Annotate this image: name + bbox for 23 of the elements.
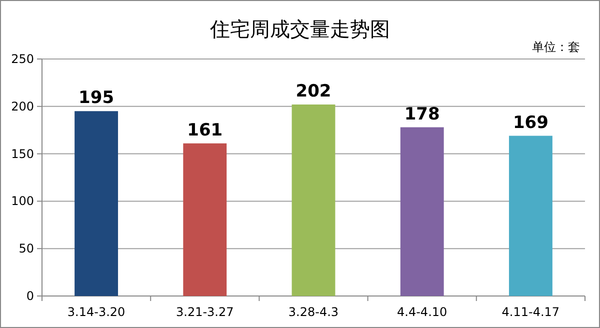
x-tick-label: 3.14-3.20 xyxy=(67,305,126,319)
data-label: 178 xyxy=(404,104,440,124)
data-label: 202 xyxy=(296,82,332,102)
y-tick-label: 50 xyxy=(18,242,34,256)
y-tick-label: 100 xyxy=(11,194,34,208)
data-label: 169 xyxy=(512,112,548,133)
y-tick-label: 200 xyxy=(11,99,34,114)
x-tick-label: 4.4-4.10 xyxy=(397,305,448,319)
data-label: 195 xyxy=(78,88,114,108)
y-tick-label: 0 xyxy=(26,289,34,303)
y-tick-label: 250 xyxy=(11,52,34,66)
x-tick-label: 3.28-4.3 xyxy=(288,305,339,319)
bar xyxy=(508,136,552,296)
x-tick-label: 4.11-4.17 xyxy=(502,305,560,319)
bar xyxy=(400,127,444,296)
chart-title: 住宅周成交量走势图 xyxy=(209,17,390,41)
text: 单位：套 xyxy=(532,40,580,54)
bar xyxy=(292,104,336,296)
y-tick-label: 150 xyxy=(11,146,34,161)
x-tick-label: 3.21-3.27 xyxy=(176,305,234,319)
data-label: 161 xyxy=(187,120,223,140)
bar xyxy=(183,143,227,296)
bar xyxy=(74,111,118,296)
